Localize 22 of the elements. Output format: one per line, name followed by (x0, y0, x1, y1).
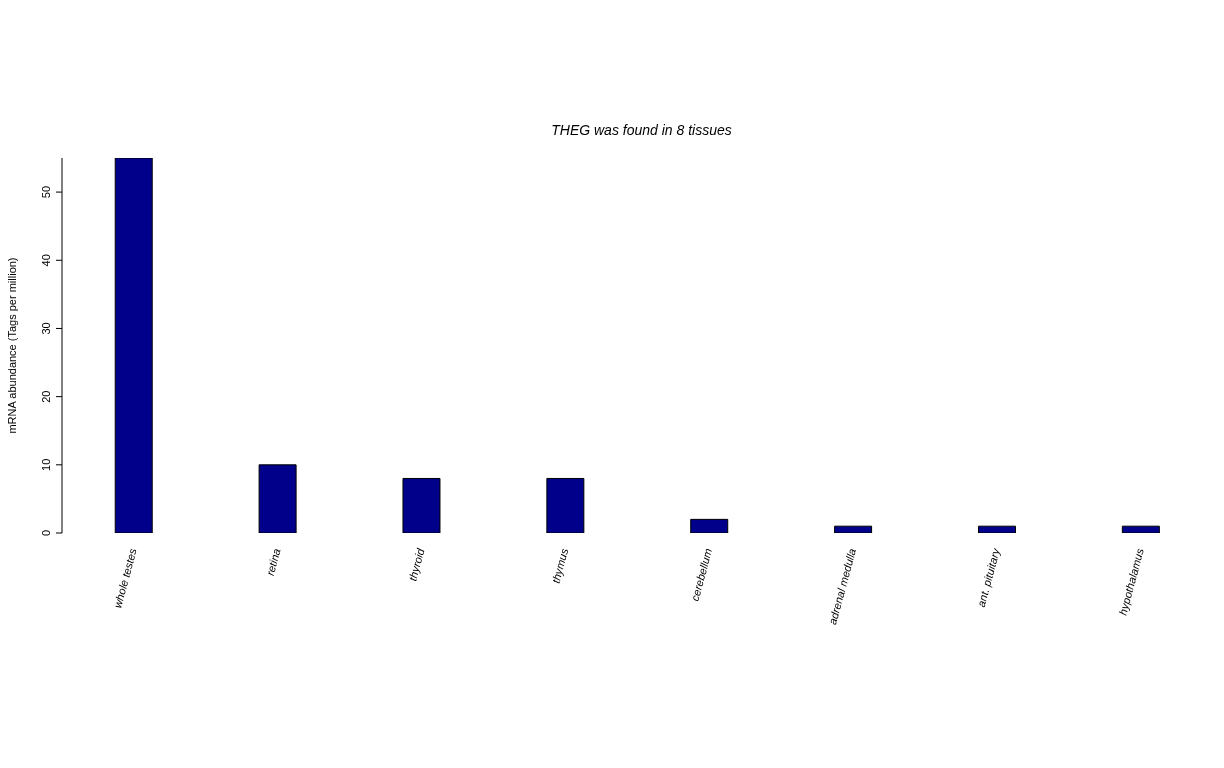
chart-title: THEG was found in 8 tissues (550, 122, 733, 138)
x-tick-label: thyroid (406, 546, 427, 583)
x-tick-label: thymus (549, 546, 571, 585)
x-tick-label: adrenal medulla (826, 547, 859, 626)
bar (1121, 525, 1160, 533)
bar (402, 477, 441, 533)
y-tick-label: 30 (40, 322, 52, 335)
bar (114, 158, 153, 533)
y-tick-label: 10 (40, 458, 52, 471)
y-tick-label: 40 (40, 254, 52, 267)
y-tick-label: 20 (40, 390, 52, 403)
y-axis-title: mRNA abundance (Tags per million) (5, 257, 18, 434)
x-tick-label: whole testes (111, 546, 139, 610)
x-tick-label: retina (263, 547, 283, 577)
bar (258, 464, 297, 533)
x-tick-label: ant. pituitary (974, 545, 1003, 609)
bar (977, 525, 1016, 533)
y-tick-label: 50 (40, 185, 52, 199)
y-tick-label: 0 (40, 529, 52, 537)
bar (834, 525, 873, 533)
bar (690, 518, 729, 533)
bar (546, 477, 585, 533)
